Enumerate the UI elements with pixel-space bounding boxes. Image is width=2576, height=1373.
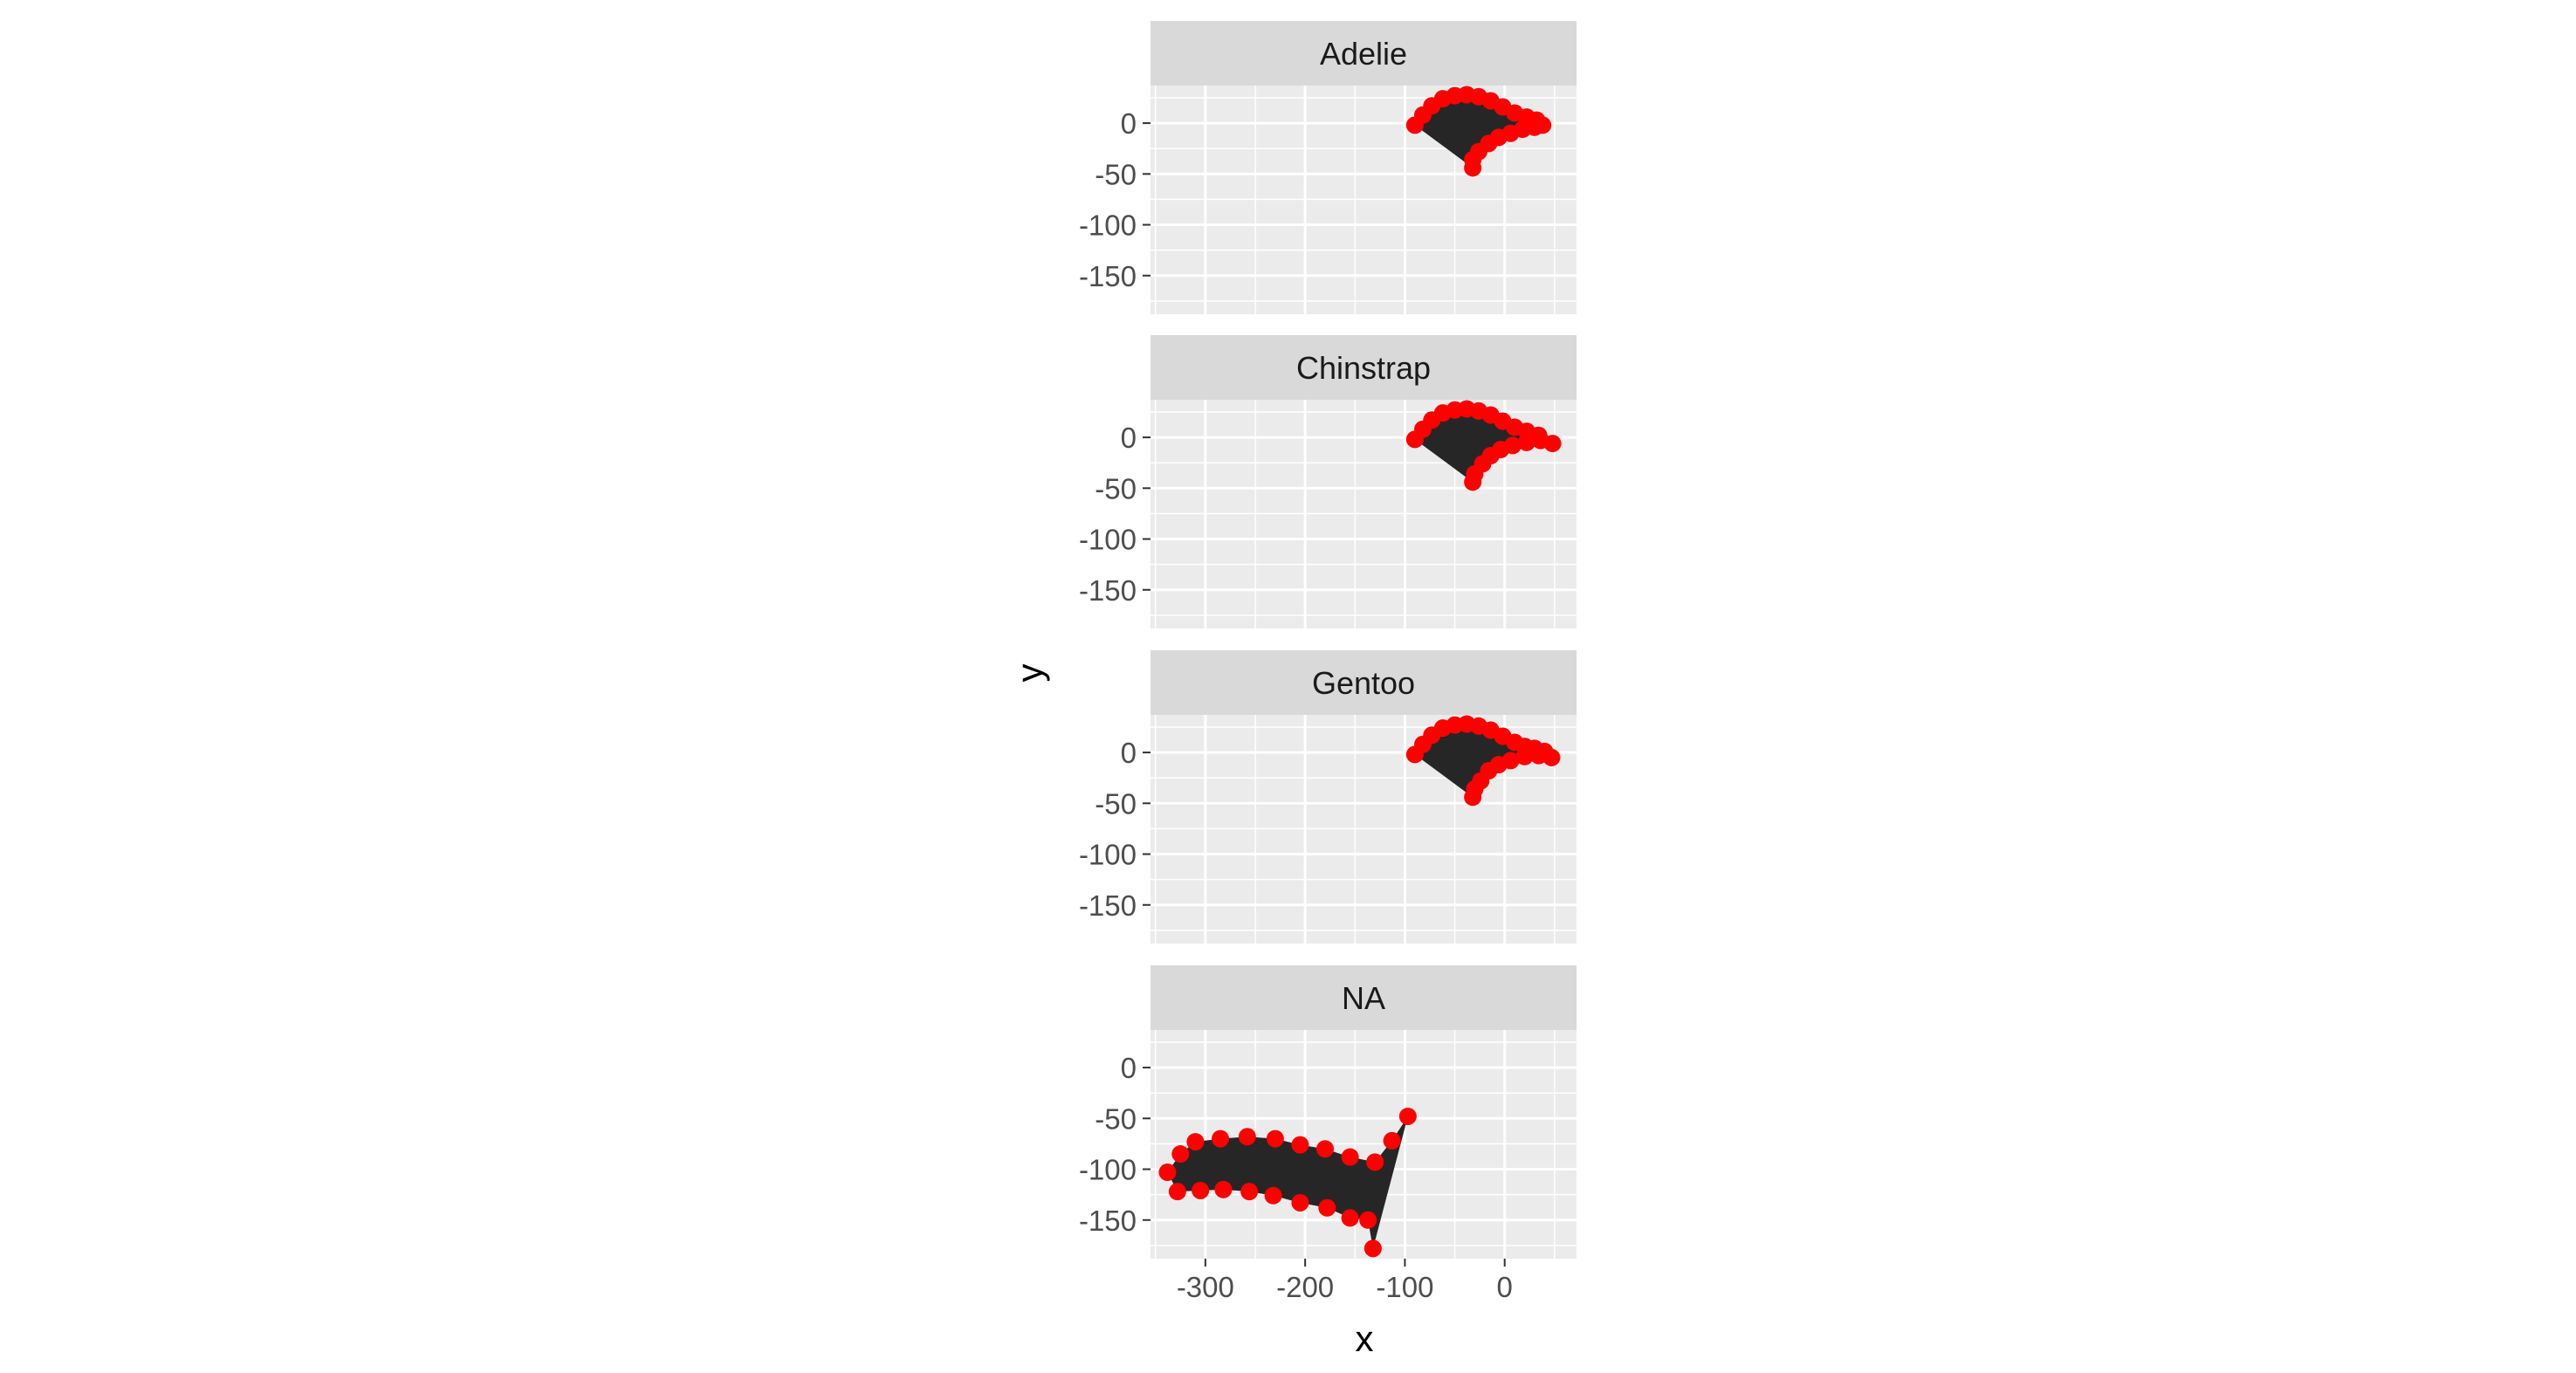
- data-point: [1542, 748, 1561, 766]
- y-tick-label: 0: [1121, 422, 1137, 454]
- data-point: [1186, 1133, 1205, 1151]
- polygon-layer: [1414, 408, 1553, 483]
- axes: x y: [1009, 664, 1374, 1360]
- y-tick-label: -50: [1095, 787, 1137, 820]
- facet-strip: [1151, 335, 1577, 400]
- x-axis-title: x: [1356, 1318, 1374, 1359]
- data-point: [1158, 1164, 1177, 1182]
- y-tick-label: 0: [1121, 1052, 1137, 1084]
- points-layer: [1405, 86, 1552, 177]
- facet-panel: Gentoo 0 -50 -100 -150: [1079, 650, 1577, 944]
- points-layer: [1158, 1107, 1417, 1258]
- data-point: [1291, 1136, 1309, 1154]
- y-tick-label: -100: [1079, 839, 1137, 871]
- facet-strip: [1151, 21, 1577, 86]
- y-tick-label: 0: [1121, 107, 1137, 140]
- data-point: [1364, 1239, 1382, 1258]
- facet-panel: Chinstrap 0 -50 -100 -150: [1079, 335, 1577, 628]
- data-point: [1212, 1129, 1229, 1148]
- data-point: [1168, 1183, 1186, 1201]
- facet-label: NA: [1342, 980, 1385, 1016]
- data-point: [1366, 1153, 1384, 1171]
- data-point: [1341, 1209, 1359, 1227]
- y-tick-label: -100: [1079, 1154, 1137, 1186]
- facet-label: Adelie: [1320, 36, 1407, 72]
- data-point: [1531, 431, 1549, 450]
- data-point: [1529, 746, 1548, 765]
- y-tick-label: -150: [1079, 574, 1137, 607]
- data-point: [1291, 1193, 1309, 1212]
- facet-strip: [1151, 650, 1577, 715]
- data-point: [1214, 1180, 1233, 1198]
- facet-panel: NA 0 -50 -100 -150 -300 -200 -100 0: [1079, 965, 1577, 1303]
- facet-label: Chinstrap: [1296, 350, 1431, 386]
- y-tick-label: -150: [1079, 889, 1137, 922]
- y-axis-title: y: [1009, 664, 1050, 683]
- x-tick-label: -100: [1376, 1271, 1433, 1303]
- y-tick-label: -150: [1079, 1205, 1137, 1237]
- data-point: [1264, 1186, 1282, 1205]
- y-tick-label: -50: [1095, 158, 1137, 190]
- data-point: [1171, 1145, 1190, 1164]
- y-tick-label: 0: [1121, 737, 1137, 769]
- y-tick-label: -150: [1079, 260, 1137, 292]
- data-point: [1192, 1181, 1210, 1199]
- data-point: [1383, 1131, 1401, 1150]
- x-tick-label: 0: [1497, 1271, 1513, 1303]
- data-point: [1464, 473, 1482, 491]
- polygon-layer: [1414, 724, 1552, 798]
- y-tick-label: -100: [1079, 524, 1137, 556]
- data-point: [1464, 159, 1482, 177]
- data-point: [1318, 1198, 1336, 1217]
- data-point: [1240, 1183, 1259, 1201]
- facet-panel: Adelie 0 -50 -100 -150: [1079, 21, 1577, 314]
- points-layer: [1405, 400, 1562, 491]
- points-layer: [1405, 715, 1561, 807]
- x-tick-label: -300: [1177, 1271, 1234, 1303]
- data-point: [1464, 788, 1482, 807]
- x-tick-label: -200: [1276, 1271, 1334, 1303]
- y-tick-label: -100: [1079, 209, 1137, 242]
- gridlines: [1151, 1030, 1577, 1259]
- data-point: [1517, 433, 1535, 451]
- data-point: [1359, 1211, 1377, 1229]
- data-point: [1515, 747, 1534, 765]
- facet-strip: [1151, 965, 1577, 1030]
- data-point: [1266, 1129, 1284, 1148]
- gridlines: [1151, 86, 1577, 314]
- data-point: [1341, 1148, 1359, 1166]
- filled-polygon: [1414, 724, 1552, 798]
- data-point: [1316, 1140, 1334, 1158]
- y-tick-label: -50: [1095, 472, 1137, 505]
- y-tick-label: -50: [1095, 1102, 1137, 1135]
- data-point: [1398, 1107, 1417, 1125]
- data-point: [1238, 1128, 1256, 1146]
- filled-polygon: [1414, 408, 1553, 483]
- facet-label: Gentoo: [1312, 665, 1415, 701]
- facet-panels: Adelie0-50-100-150Chinstrap0-50-100-150G…: [1079, 21, 1577, 1303]
